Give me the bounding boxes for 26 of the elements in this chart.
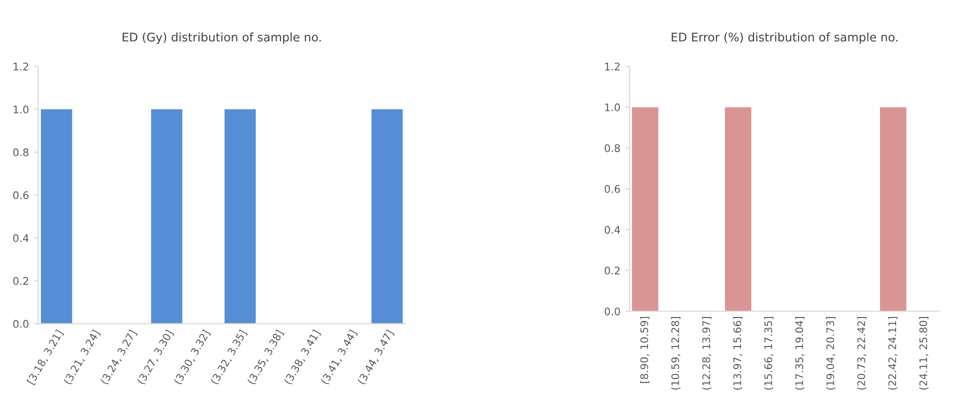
x-tick-label: (24.11, 25.80] bbox=[919, 317, 928, 390]
x-tick-label: (20.73, 22.42] bbox=[857, 317, 866, 390]
y-tick-label: 1.0 bbox=[14, 106, 28, 114]
x-tick-label: (12.28, 13.97] bbox=[702, 317, 712, 390]
y-tick-label: 0.4 bbox=[604, 226, 620, 234]
y-tick-label: 0.8 bbox=[604, 144, 620, 152]
y-tick-label: 0.6 bbox=[13, 191, 28, 200]
y-tick-label: 0.0 bbox=[604, 307, 620, 316]
x-tick-label: (19.04, 20.73] bbox=[826, 317, 836, 390]
chart-title: ED Error (%) distribution of sample no. bbox=[672, 32, 898, 44]
y-tick-label: 0.0 bbox=[13, 320, 28, 328]
y-tick-label: 1.2 bbox=[14, 62, 28, 70]
x-tick-label: (17.35, 19.04] bbox=[795, 317, 804, 390]
y-tick-label: 1.0 bbox=[605, 103, 620, 112]
x-tick-label: [8.90, 10.59] bbox=[640, 317, 650, 383]
y-tick-label: 0.2 bbox=[13, 277, 28, 285]
chart-title: ED (Gy) distribution of sample no. bbox=[122, 32, 321, 44]
x-tick-label: (22.42, 24.11] bbox=[888, 317, 898, 390]
y-tick-label: 0.6 bbox=[604, 185, 620, 193]
x-tick-label: (15.66, 17.35] bbox=[764, 317, 774, 390]
y-tick-label: 0.2 bbox=[604, 266, 620, 275]
y-tick-label: 0.4 bbox=[13, 234, 29, 242]
x-tick-label: (10.59, 12.28] bbox=[671, 317, 680, 390]
x-tick-label: (13.97, 15.66] bbox=[733, 317, 742, 390]
y-tick-label: 1.2 bbox=[605, 62, 620, 70]
y-tick-label: 0.8 bbox=[13, 148, 28, 156]
